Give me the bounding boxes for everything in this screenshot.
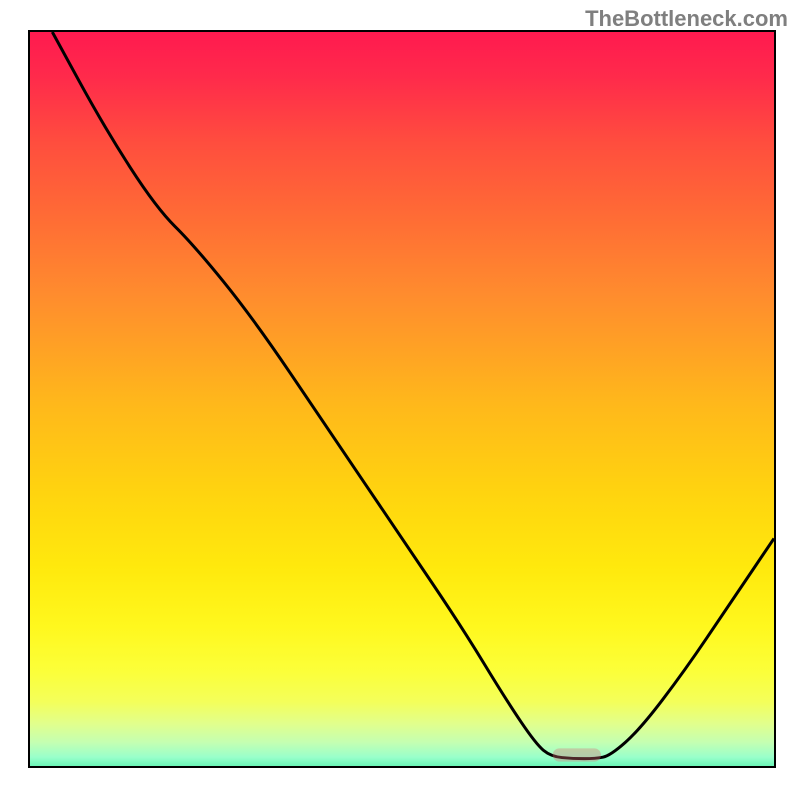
curve-layer <box>30 32 774 766</box>
watermark-text: TheBottleneck.com <box>585 6 788 32</box>
valley-marker <box>553 748 601 761</box>
bottleneck-curve <box>52 32 774 759</box>
chart-plot-area <box>28 30 776 768</box>
